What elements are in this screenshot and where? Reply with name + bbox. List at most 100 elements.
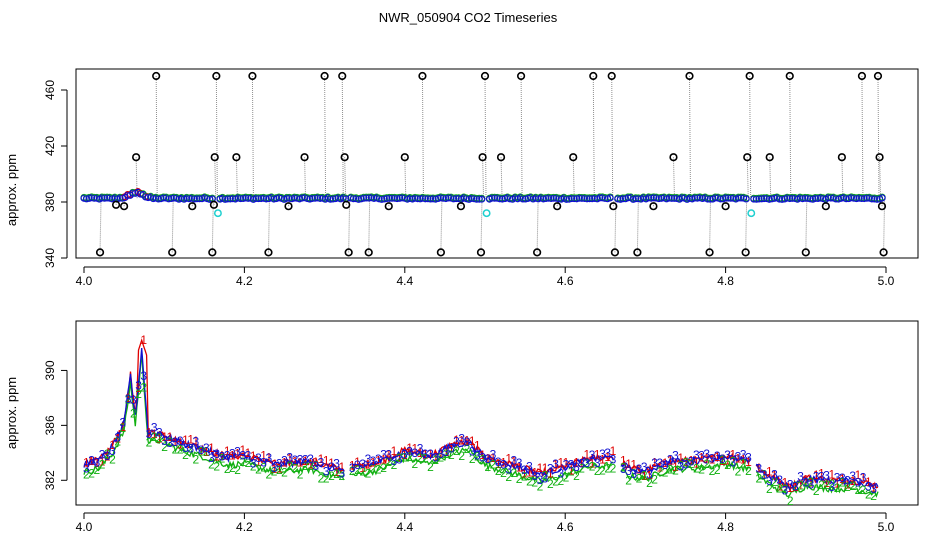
series-2-marker: 2 <box>584 456 591 470</box>
series-1-marker: 1 <box>292 454 299 468</box>
outlier-drop-line <box>769 157 772 199</box>
series-2-marker: 2 <box>443 447 450 461</box>
baseline-point <box>285 194 293 202</box>
series-3-marker: 3 <box>453 435 460 449</box>
series-1-marker: 1 <box>771 469 778 483</box>
outlier-drop-line <box>368 198 371 253</box>
series-3-marker: 3 <box>610 453 617 467</box>
outlier-point <box>765 153 774 162</box>
series-3-marker: 3 <box>338 466 345 480</box>
series-1-marker: 1 <box>745 455 752 469</box>
series-1-marker: 1 <box>641 469 648 483</box>
series-2-marker: 2 <box>688 457 695 471</box>
outlier-point <box>857 71 867 81</box>
series-3-marker: 3 <box>693 448 700 462</box>
series-1-marker: 1 <box>698 450 705 464</box>
series-3-marker: 3 <box>547 462 554 476</box>
series-1-marker: 1 <box>703 451 710 465</box>
series-1-marker: 1 <box>281 456 288 470</box>
cyan-point <box>213 209 222 218</box>
series-2-marker: 2 <box>714 463 721 477</box>
outlier-point <box>400 153 409 162</box>
series-3-marker: 3 <box>312 459 319 473</box>
series-1-marker: 1 <box>391 444 398 458</box>
outlier-point <box>338 71 347 81</box>
series-1-marker: 1 <box>709 452 716 466</box>
series-2-marker: 2 <box>172 443 179 457</box>
series-3-marker: 3 <box>646 468 653 482</box>
outlier-point <box>589 71 598 81</box>
series-2-marker: 2 <box>417 451 424 465</box>
series-1-marker: 1 <box>646 468 653 482</box>
baseline-point <box>806 195 814 203</box>
series-3-marker: 3 <box>719 452 726 466</box>
series-1-marker: 1 <box>93 456 100 470</box>
series-1-marker: 1 <box>740 452 747 466</box>
series-2-marker: 2 <box>448 448 455 462</box>
series-1-marker: 1 <box>182 433 189 447</box>
bottom-x-tick-label: 4.2 <box>236 520 253 534</box>
baseline-point <box>170 194 178 202</box>
outlier-point <box>436 248 445 257</box>
series-2-marker: 2 <box>271 465 278 479</box>
series-1-marker: 1 <box>756 461 763 475</box>
series-2-marker: 2 <box>469 452 476 466</box>
series-2-marker: 2 <box>818 478 825 492</box>
series-3-marker: 3 <box>672 448 679 462</box>
outlier-point <box>456 202 466 211</box>
series-2-marker: 2 <box>297 468 304 482</box>
series-3-marker: 3 <box>359 457 366 471</box>
series-2-marker: 2 <box>865 488 872 502</box>
outlier-drop-line <box>341 75 344 199</box>
series-3-marker: 3 <box>761 468 768 482</box>
series-2-marker: 2 <box>834 481 841 495</box>
series-1-marker: 1 <box>761 467 768 481</box>
series-1-marker: 1 <box>797 479 804 493</box>
series-3-marker: 3 <box>511 453 518 467</box>
series-2-marker: 2 <box>870 489 877 503</box>
series-2-marker: 2 <box>438 451 445 465</box>
series-1-marker: 1 <box>662 456 669 470</box>
series-3-marker: 3 <box>385 448 392 462</box>
outlier-drop-line <box>251 75 254 199</box>
top-y-tick-label: 380 <box>43 192 57 212</box>
cyan-point <box>482 209 491 218</box>
series-1-marker: 1 <box>505 452 512 466</box>
series-1-marker: 1 <box>589 456 596 470</box>
outlier-drop-line <box>484 75 487 199</box>
series-3-marker: 3 <box>855 476 862 490</box>
series-1-marker: 1 <box>161 430 168 444</box>
series-3-marker: 3 <box>839 471 846 485</box>
series-2-marker: 2 <box>552 474 559 488</box>
series-1-marker: 1 <box>844 477 851 491</box>
series-3-marker: 3 <box>260 455 267 469</box>
series-2-marker: 2 <box>359 464 366 478</box>
outlier-point <box>364 248 373 257</box>
series-2-marker: 2 <box>276 463 283 477</box>
series-1-marker: 1 <box>818 466 825 480</box>
series-3-marker: 3 <box>177 434 184 448</box>
baseline-point <box>439 194 447 202</box>
series-2-marker: 2 <box>745 464 752 478</box>
series-1-marker: 1 <box>865 475 872 489</box>
outlier-drop-line <box>861 75 864 199</box>
series-3-marker: 3 <box>99 448 106 462</box>
series-2-marker: 2 <box>479 453 486 467</box>
outlier-point <box>669 153 678 162</box>
series-1-marker: 1 <box>667 453 674 467</box>
outlier-drop-line <box>520 75 523 199</box>
series-3-marker: 3 <box>589 448 596 462</box>
series-2-marker: 2 <box>307 459 314 473</box>
series-1-marker: 1 <box>610 444 617 458</box>
series-2-marker: 2 <box>266 467 273 481</box>
baseline-point <box>606 194 614 202</box>
series-2-marker: 2 <box>521 469 528 483</box>
series-3-marker: 3 <box>417 441 424 455</box>
outlier-drop-line <box>99 198 102 253</box>
series-1-marker: 1 <box>448 440 455 454</box>
outlier-drop-line <box>689 75 692 199</box>
series-2-marker: 2 <box>589 459 596 473</box>
series-1-marker: 1 <box>135 381 142 395</box>
series-2-line <box>83 352 879 498</box>
